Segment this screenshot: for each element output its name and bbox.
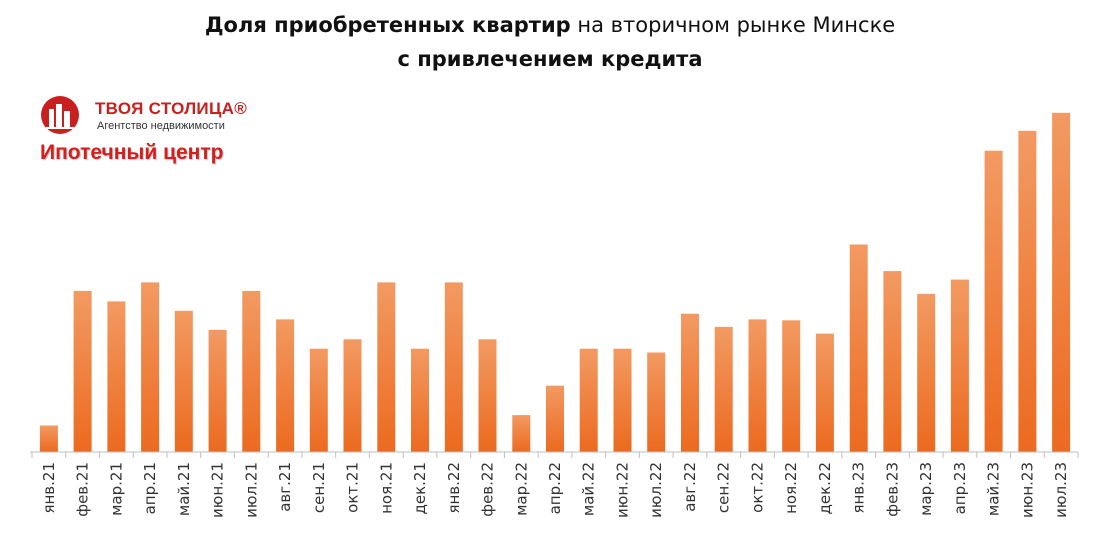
bar-июл.21 [242, 290, 261, 452]
x-tick-label: июл.21 [242, 462, 260, 518]
title-bold-part: Доля приобретенных квартир [204, 13, 571, 37]
x-tick-label: июл.23 [1052, 462, 1070, 518]
bars-group [39, 112, 1071, 453]
bar-ноя.21 [377, 282, 396, 452]
bar-янв.21 [39, 425, 58, 452]
bar-фев.23 [883, 271, 902, 452]
x-tick-label: мар.22 [512, 462, 530, 516]
bar-сен.22 [714, 326, 733, 452]
bar-апр.21 [141, 282, 160, 452]
x-tick-label: июл.22 [647, 462, 665, 518]
logo-subtitle: Агентство недвижимости [97, 120, 225, 132]
title-normal-part: на вторичном рынке Минске [577, 13, 896, 37]
x-tick-label: дек.22 [816, 462, 834, 515]
bar-май.22 [579, 348, 598, 452]
x-tick-label: фев.22 [479, 462, 497, 517]
bar-окт.21 [343, 339, 362, 452]
x-tick-label: янв.23 [850, 462, 868, 514]
x-tick-label: июн.22 [614, 462, 632, 518]
building-logo-icon [41, 96, 79, 134]
x-tick-label: окт.21 [344, 462, 362, 513]
bar-мар.21 [107, 301, 126, 452]
x-tick-label: мар.23 [917, 462, 935, 516]
bar-июл.22 [647, 352, 666, 452]
x-tick-label: сен.21 [310, 462, 328, 513]
bar-июл.23 [1052, 112, 1071, 453]
x-tick-label: авг.21 [276, 462, 294, 512]
bar-июн.22 [613, 348, 632, 452]
bar-май.23 [984, 150, 1003, 452]
x-tick-label: дек.21 [411, 462, 429, 515]
title-line-1: Доля приобретенных квартир на вторичном … [0, 10, 1100, 40]
x-tick-label: сен.22 [715, 462, 733, 513]
x-tick-label: июн.21 [209, 462, 227, 518]
bar-июн.21 [208, 329, 227, 452]
logo-brand: ТВОЯ СТОЛИЦА® [95, 99, 248, 118]
bar-дек.22 [815, 333, 834, 452]
bar-май.21 [174, 310, 193, 452]
x-tick-label: апр.23 [951, 462, 969, 514]
x-tick-label: май.23 [985, 462, 1003, 516]
bar-фев.22 [478, 339, 497, 452]
bar-мар.23 [917, 293, 936, 452]
title-line-2: с привлечением кредита [397, 47, 703, 71]
bar-янв.23 [849, 244, 868, 452]
bar-апр.23 [950, 279, 969, 452]
bar-окт.22 [748, 319, 767, 452]
x-tick-label: апр.22 [546, 462, 564, 514]
bar-фев.21 [73, 290, 92, 452]
x-tick-label: ноя.22 [782, 462, 800, 514]
bar-авг.22 [681, 313, 699, 452]
x-tick-label: окт.22 [749, 462, 767, 513]
bar-мар.22 [512, 415, 531, 452]
x-axis-ticks: янв.21 фев.21 мар.21 апр.21 май.21 июн.21 июл.… [31, 452, 1079, 518]
x-tick-label: авг.22 [681, 462, 699, 512]
bar-авг.21 [276, 319, 295, 452]
logo-center-name: Ипотечный центр [40, 141, 224, 164]
x-tick-label: фев.23 [883, 462, 901, 517]
company-logo: ТВОЯ СТОЛИЦА® Агентство недвижимости Ипо… [40, 95, 280, 175]
x-tick-label: июн.23 [1018, 462, 1036, 518]
x-tick-label: янв.22 [445, 462, 463, 514]
bar-апр.22 [546, 385, 564, 452]
x-tick-label: фев.21 [74, 462, 92, 517]
bar-сен.21 [309, 348, 328, 452]
chart-title: Доля приобретенных квартир на вторичном … [0, 10, 1100, 74]
bar-дек.21 [411, 348, 429, 452]
x-tick-label: янв.21 [40, 462, 58, 514]
bar-янв.22 [444, 282, 463, 452]
x-tick-label: мар.21 [107, 462, 125, 516]
x-tick-label: ноя.21 [377, 462, 395, 514]
bar-июн.23 [1018, 130, 1037, 453]
bar-ноя.22 [782, 320, 801, 452]
x-tick-label: май.22 [580, 462, 598, 516]
x-tick-label: апр.21 [141, 462, 159, 514]
x-tick-label: май.21 [175, 462, 193, 516]
